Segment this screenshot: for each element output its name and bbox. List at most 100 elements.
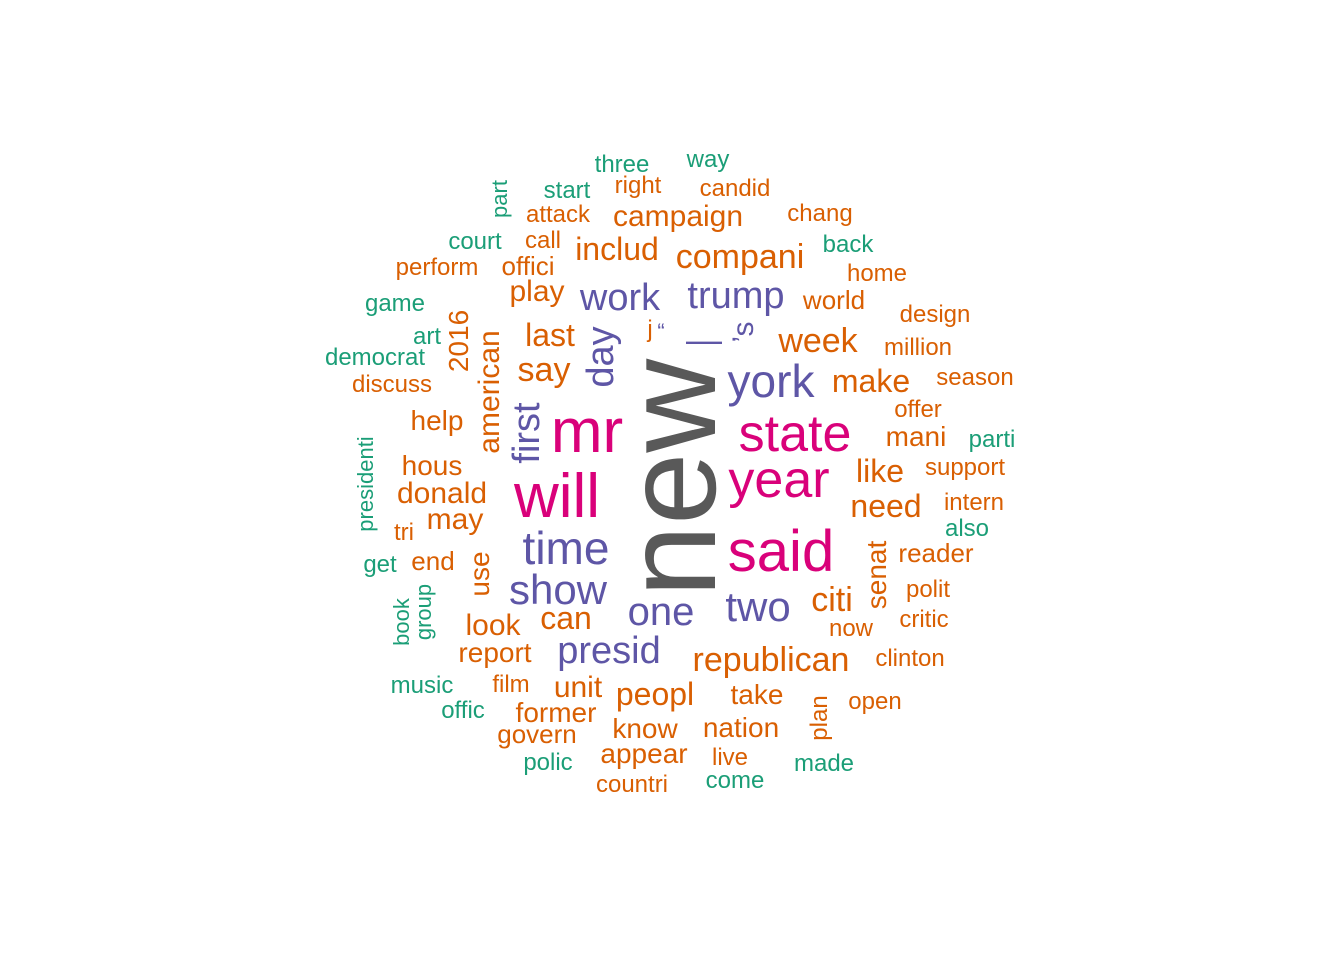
word-28: 2016 bbox=[443, 309, 474, 373]
word-65: season bbox=[936, 364, 1014, 391]
word-62: intern bbox=[943, 489, 1005, 516]
word-34: republican bbox=[692, 641, 850, 679]
word-64: offer bbox=[894, 396, 942, 423]
word-18: “ bbox=[657, 319, 665, 344]
word-23: make bbox=[831, 363, 911, 399]
word-2: will bbox=[513, 462, 601, 531]
word-24: last bbox=[525, 317, 575, 353]
word-58: now bbox=[828, 615, 874, 642]
word-17: ’s bbox=[727, 321, 760, 343]
word-44: peopl bbox=[615, 676, 695, 712]
word-93: music bbox=[390, 672, 454, 699]
word-95: polic bbox=[523, 749, 573, 776]
word-78: tri bbox=[394, 519, 414, 546]
word-88: democrat bbox=[324, 344, 426, 371]
word-16: — bbox=[686, 319, 722, 360]
word-77: discuss bbox=[351, 371, 433, 398]
word-37: use bbox=[464, 551, 495, 597]
word-86: game bbox=[364, 290, 426, 317]
word-47: nation bbox=[702, 712, 780, 743]
word-63: support bbox=[924, 454, 1006, 481]
word-52: film bbox=[492, 671, 530, 698]
word-99: also bbox=[944, 515, 990, 542]
word-79: j bbox=[647, 316, 653, 343]
word-30: like bbox=[855, 453, 905, 489]
word-29: mani bbox=[885, 421, 947, 452]
word-71: candid bbox=[699, 175, 771, 202]
word-7: time bbox=[522, 522, 610, 574]
word-0: new bbox=[597, 358, 743, 598]
word-68: world bbox=[802, 285, 866, 315]
word-70: chang bbox=[787, 200, 853, 227]
word-4: state bbox=[738, 405, 852, 463]
word-12: trump bbox=[687, 275, 785, 317]
word-19: compani bbox=[675, 238, 805, 276]
word-41: help bbox=[410, 405, 464, 436]
word-61: reader bbox=[898, 538, 974, 568]
word-15: first bbox=[506, 402, 548, 464]
word-67: design bbox=[899, 301, 971, 328]
word-98: parti bbox=[968, 426, 1016, 453]
word-14: day bbox=[580, 326, 622, 388]
word-38: may bbox=[426, 503, 484, 536]
word-10: two bbox=[725, 583, 791, 630]
word-33: senat bbox=[861, 540, 892, 610]
word-6: york bbox=[727, 355, 815, 407]
word-53: live bbox=[711, 744, 749, 771]
word-66: million bbox=[883, 334, 953, 361]
word-5: year bbox=[728, 451, 830, 509]
word-40: hous bbox=[401, 450, 463, 481]
word-96: come bbox=[705, 767, 765, 794]
word-51: govern bbox=[497, 719, 577, 749]
word-87: art bbox=[412, 323, 442, 350]
word-76: perform bbox=[395, 254, 479, 281]
word-49: former bbox=[515, 697, 597, 728]
word-74: call bbox=[524, 227, 562, 254]
word-31: need bbox=[850, 488, 922, 524]
word-56: open bbox=[848, 688, 902, 715]
word-11: presid bbox=[557, 630, 661, 672]
word-54: countri bbox=[595, 771, 669, 798]
word-94: offic bbox=[441, 697, 485, 724]
word-57: clinton bbox=[875, 645, 945, 672]
word-39: donald bbox=[396, 477, 488, 510]
word-50: appear bbox=[600, 738, 688, 769]
word-75: offici bbox=[501, 251, 555, 281]
word-80: three bbox=[594, 151, 650, 178]
word-83: part bbox=[487, 180, 512, 218]
word-21: includ bbox=[575, 231, 659, 267]
word-69: home bbox=[846, 260, 908, 287]
word-85: back bbox=[822, 231, 874, 258]
word-82: start bbox=[543, 177, 591, 204]
word-32: citi bbox=[811, 581, 853, 619]
word-90: get bbox=[363, 551, 397, 578]
word-48: know bbox=[612, 713, 678, 744]
word-26: play bbox=[509, 275, 565, 308]
word-22: week bbox=[778, 322, 858, 360]
word-8: show bbox=[508, 566, 608, 613]
word-84: court bbox=[448, 228, 502, 255]
word-35: can bbox=[540, 600, 592, 636]
word-13: work bbox=[579, 277, 661, 319]
word-73: attack bbox=[525, 201, 591, 228]
word-3: said bbox=[727, 519, 835, 584]
word-97: made bbox=[793, 750, 855, 777]
word-25: say bbox=[517, 351, 571, 389]
word-1: mr bbox=[550, 397, 624, 466]
word-72: right bbox=[614, 172, 662, 199]
word-36: look bbox=[465, 609, 521, 642]
word-89: presidenti bbox=[353, 436, 378, 532]
word-27: american bbox=[473, 330, 506, 454]
word-9: one bbox=[627, 590, 695, 634]
word-81: way bbox=[686, 146, 730, 173]
word-45: unit bbox=[553, 671, 603, 704]
word-59: critic bbox=[899, 606, 949, 633]
word-43: report bbox=[458, 637, 532, 668]
word-42: end bbox=[411, 546, 455, 576]
word-91: book bbox=[389, 598, 414, 646]
word-46: take bbox=[730, 679, 784, 710]
word-60: polit bbox=[905, 576, 951, 603]
word-20: campaign bbox=[612, 200, 744, 233]
word-92: group bbox=[411, 583, 436, 641]
